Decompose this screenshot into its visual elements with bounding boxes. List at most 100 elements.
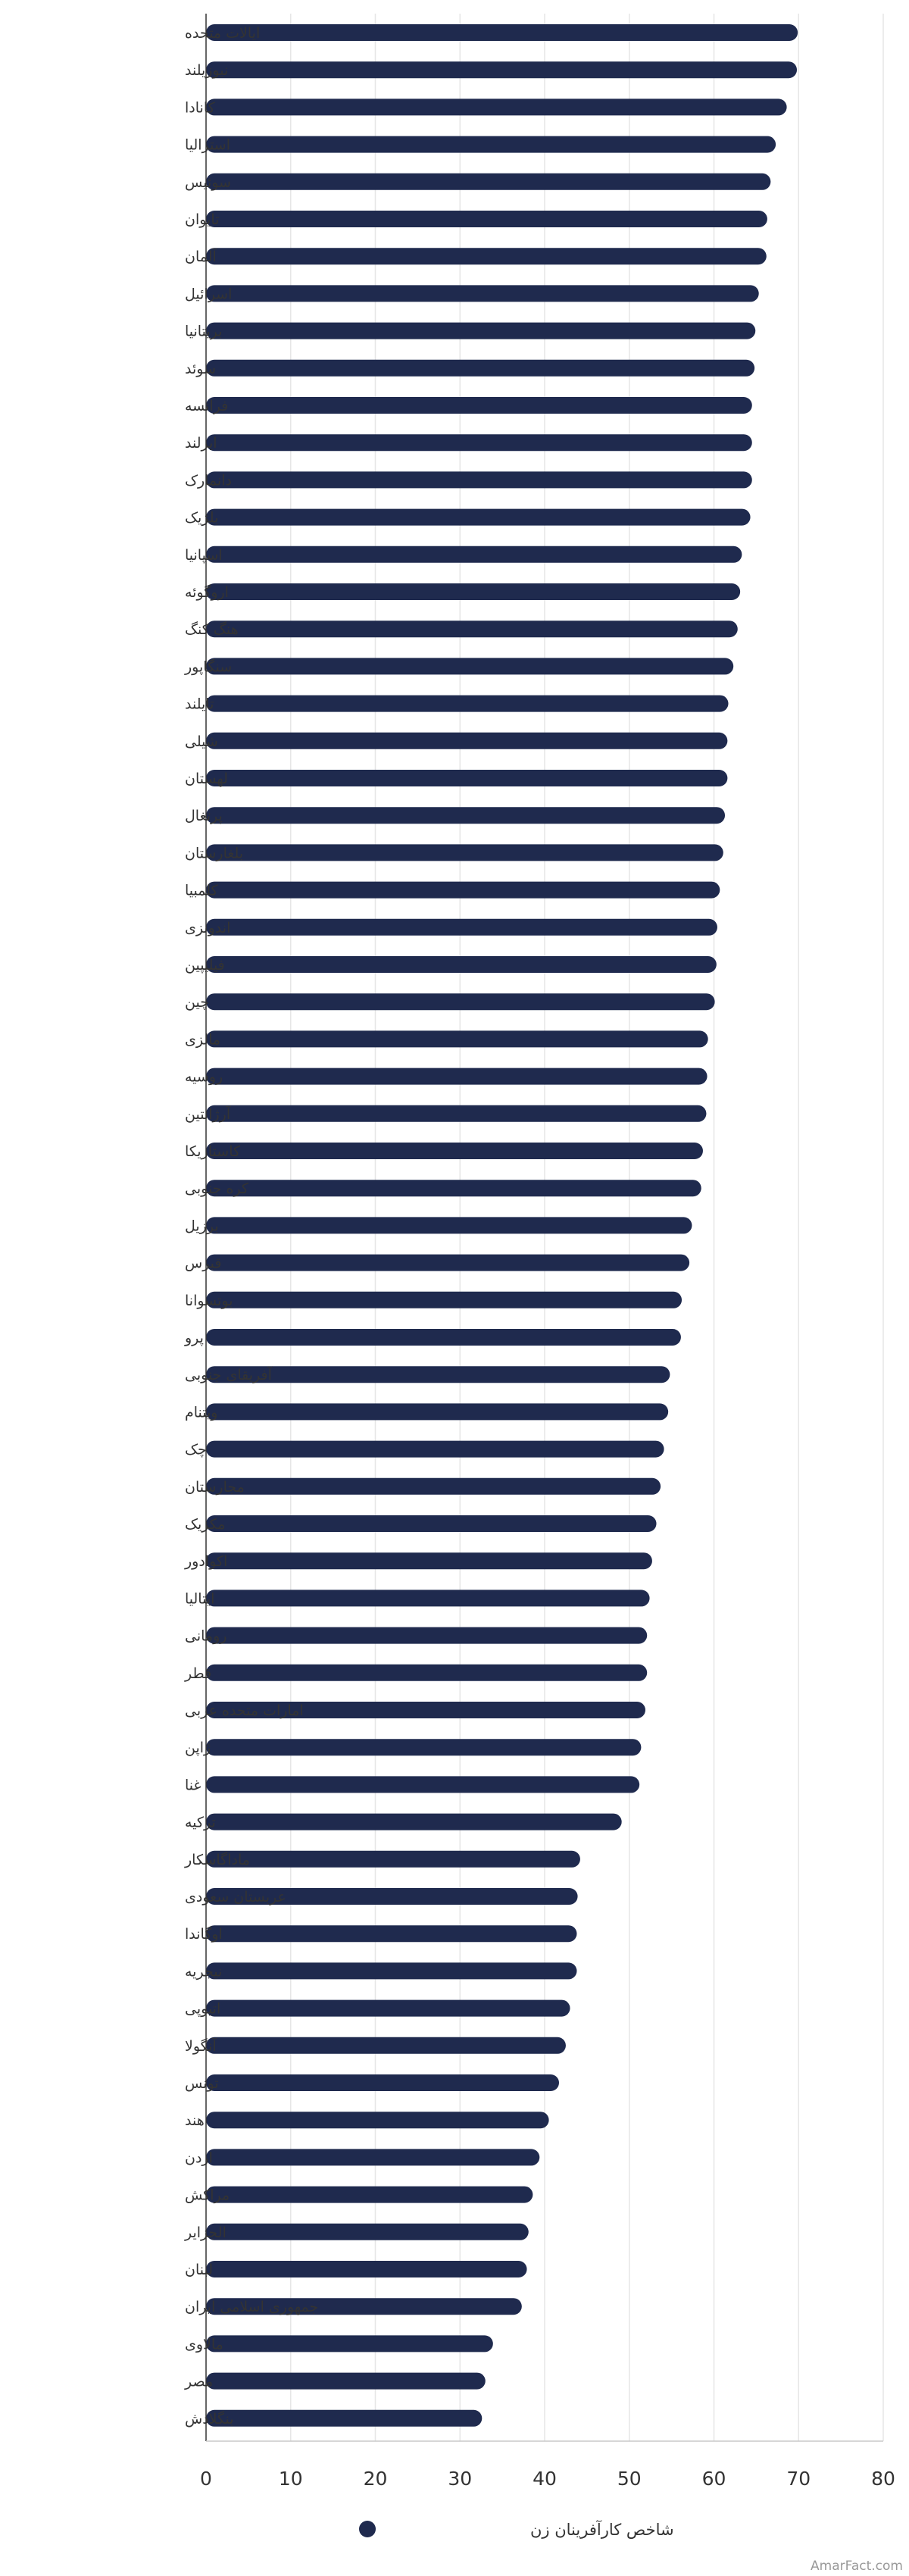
category-label: شیلی (185, 733, 218, 750)
bar[interactable] (206, 359, 755, 377)
category-label: اروگوئه (185, 583, 229, 601)
bar[interactable] (206, 1477, 661, 1495)
category-label: پرتغال (185, 808, 223, 824)
bar[interactable] (206, 1590, 650, 1607)
bar[interactable] (206, 695, 729, 712)
bar[interactable] (206, 1888, 578, 1905)
bar[interactable] (206, 285, 759, 302)
bar[interactable] (206, 1403, 669, 1421)
x-tick-label: 10 (279, 2468, 303, 2490)
bar[interactable] (206, 1105, 707, 1122)
bar[interactable] (206, 844, 723, 861)
category-label: مجارستان (185, 1479, 245, 1496)
bar[interactable] (206, 1850, 580, 1868)
bar[interactable] (206, 1366, 670, 1383)
x-tick-label: 0 (200, 2468, 212, 2490)
bar[interactable] (206, 770, 728, 786)
x-tick-label: 60 (702, 2468, 726, 2490)
category-label: تایوان (185, 211, 219, 228)
bar[interactable] (206, 322, 756, 339)
bar[interactable] (206, 2149, 540, 2166)
bar[interactable] (206, 1739, 642, 1756)
category-label: کاستاریکا (185, 1143, 241, 1160)
category-label: قطر (184, 1665, 211, 1682)
bars (206, 24, 798, 2427)
bar[interactable] (206, 2335, 493, 2352)
bar[interactable] (206, 546, 742, 563)
bar[interactable] (206, 1702, 645, 1718)
category-label: لبنان (185, 2262, 213, 2278)
bar[interactable] (206, 397, 752, 414)
category-label: امارات متحده عربی (185, 1702, 304, 1719)
category-label: ترکیه (185, 1815, 216, 1831)
bar[interactable] (206, 732, 728, 749)
category-label: تایلند (185, 696, 214, 713)
bar[interactable] (206, 2074, 559, 2091)
bar[interactable] (206, 1813, 622, 1830)
bar[interactable] (206, 956, 717, 973)
bar[interactable] (206, 1291, 683, 1308)
bar[interactable] (206, 881, 720, 899)
bar[interactable] (206, 1776, 640, 1793)
bar[interactable] (206, 2186, 533, 2203)
bar[interactable] (206, 2261, 527, 2277)
bar[interactable] (206, 1627, 648, 1644)
bar[interactable] (206, 471, 752, 489)
x-tick-label: 40 (533, 2468, 557, 2490)
bar[interactable] (206, 1664, 648, 1681)
bar[interactable] (206, 1254, 690, 1271)
x-tick-label: 80 (871, 2468, 895, 2490)
bar[interactable] (206, 621, 738, 638)
bar[interactable] (206, 807, 726, 824)
bar[interactable] (206, 2223, 529, 2240)
bar[interactable] (206, 508, 751, 526)
category-label: اردن (185, 2149, 213, 2166)
bar[interactable] (206, 1552, 652, 1570)
category-label: اوگاندا (185, 1925, 223, 1943)
category-label: مالزی (185, 1031, 220, 1048)
bar[interactable] (206, 1143, 703, 1159)
bar[interactable] (206, 1962, 577, 1980)
bar[interactable] (206, 583, 741, 600)
bar[interactable] (206, 2037, 566, 2054)
bar[interactable] (206, 434, 752, 452)
bar[interactable] (206, 1068, 708, 1085)
bar[interactable] (206, 98, 787, 116)
bar[interactable] (206, 1030, 708, 1048)
legend[interactable]: شاخص کارآفرینان زن (359, 2520, 674, 2539)
bar[interactable] (206, 1329, 681, 1346)
bar[interactable] (206, 211, 767, 227)
bar[interactable] (206, 1217, 692, 1234)
bar[interactable] (206, 136, 776, 153)
category-label: بوتسوانا (185, 1293, 233, 1309)
bar[interactable] (206, 173, 771, 190)
bar[interactable] (206, 2409, 483, 2427)
bar[interactable] (206, 993, 715, 1011)
bar[interactable] (206, 1925, 577, 1943)
bar[interactable] (206, 24, 798, 41)
category-label: بنگلادش (185, 2410, 234, 2428)
category-label: بلغارستان (185, 845, 243, 861)
category-label: ماداگاسکار (184, 1851, 250, 1868)
category-label: هنگ کنگ (185, 621, 239, 638)
category-label: آفریقای جنوبی (185, 1365, 273, 1383)
category-label: ژاپن (185, 1740, 211, 1756)
bar[interactable] (206, 2372, 486, 2390)
category-label: اسرائیل (185, 286, 232, 302)
bar[interactable] (206, 61, 798, 79)
category-label: مراکش (185, 2187, 230, 2204)
bar[interactable] (206, 1999, 570, 2017)
bar[interactable] (206, 2298, 522, 2315)
bar[interactable] (206, 1180, 701, 1197)
bar[interactable] (206, 1440, 664, 1458)
category-label: کلمبیا (185, 883, 219, 899)
bar[interactable] (206, 918, 717, 936)
category-label: ایتالیا (185, 1590, 214, 1607)
bar[interactable] (206, 248, 767, 265)
category-label: مالاوی (185, 2336, 223, 2352)
bar[interactable] (206, 658, 734, 675)
bar[interactable] (206, 2112, 549, 2129)
bar[interactable] (206, 1515, 657, 1532)
category-label: ویتنام (185, 1404, 217, 1421)
category-label: اندونزی (185, 920, 230, 936)
